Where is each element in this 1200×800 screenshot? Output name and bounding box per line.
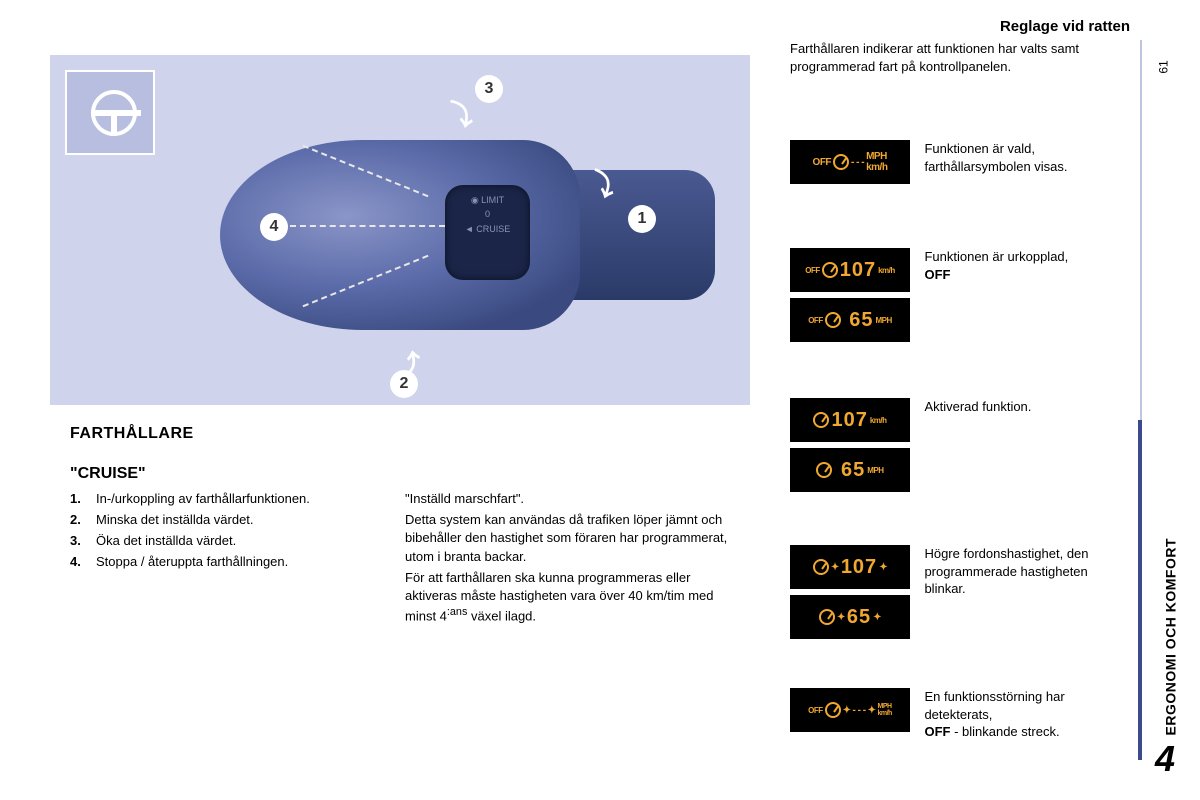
list-item: 1.In-/urkoppling av farthållarfunktionen… — [70, 490, 380, 509]
display-caption: Funktionen är urkopplad,OFF — [924, 248, 1124, 283]
right-intro-text: Farthållaren indikerar att funktionen ha… — [790, 40, 1110, 75]
display-caption: En funktionsstörning har detekterats,OFF… — [924, 688, 1124, 741]
dashed-line — [290, 225, 445, 227]
desc-p3: För att farthållaren ska kunna programme… — [405, 569, 745, 626]
marker-2: 2 — [390, 370, 418, 398]
gauge-icon — [819, 609, 835, 625]
section-header: Reglage vid ratten — [1000, 18, 1130, 35]
gauge-icon — [825, 702, 841, 718]
lcd-display: OFF 65MPH — [790, 298, 910, 342]
display-row: OFF✦- - -✦MPHkm/h En funktionsstörning h… — [790, 688, 1130, 741]
side-label: ERGONOMI OCH KOMFORT — [1162, 538, 1178, 735]
display-row: 107km/h 65MPH Aktiverad funktion. — [790, 398, 1130, 498]
side-rule-accent — [1138, 420, 1142, 760]
stalk-illustration: ◉ LIMIT 0 ◄ CRUISE ⤵ ⤴ ⤵ 1 2 3 4 — [50, 55, 750, 405]
steering-spoke-icon — [111, 110, 117, 136]
stalk-switch: ◉ LIMIT 0 ◄ CRUISE — [445, 185, 530, 280]
display-caption: Funktionen är vald, farthållarsymbolen v… — [924, 140, 1124, 175]
lcd-display: OFF 107km/h — [790, 248, 910, 292]
switch-limit-label: ◉ LIMIT — [445, 193, 530, 207]
steering-inset — [65, 70, 155, 155]
display-row: OFF 107km/h OFF 65MPH Funktionen är urko… — [790, 248, 1130, 348]
switch-cruise-label: ◄ CRUISE — [445, 222, 530, 236]
gauge-icon — [825, 312, 841, 328]
gauge-icon — [822, 262, 838, 278]
display-caption: Högre fordonshastighet, den programmerad… — [924, 545, 1124, 598]
marker-4: 4 — [260, 213, 288, 241]
lcd-display-fault: OFF✦- - -✦MPHkm/h — [790, 688, 910, 732]
display-row: ✦107✦ ✦65✦ Högre fordonshastighet, den p… — [790, 545, 1130, 645]
gauge-icon — [816, 462, 832, 478]
title-primary: FARTHÅLLARE — [70, 425, 194, 443]
marker-3: 3 — [475, 75, 503, 103]
page-number: 61 — [1156, 60, 1170, 73]
gauge-icon — [833, 154, 849, 170]
marker-1: 1 — [628, 205, 656, 233]
display-row: OFF- - - MPHkm/h Funktionen är vald, far… — [790, 140, 1130, 190]
switch-labels: ◉ LIMIT 0 ◄ CRUISE — [445, 185, 530, 236]
page-root: Reglage vid ratten 61 ERGONOMI OCH KOMFO… — [0, 0, 1200, 800]
description-column: "Inställd marschfart". Detta system kan … — [405, 490, 745, 629]
desc-p1: "Inställd marschfart". — [405, 490, 745, 508]
list-item: 4.Stoppa / återuppta farthållningen. — [70, 553, 380, 572]
control-list: 1.In-/urkoppling av farthållarfunktionen… — [70, 490, 380, 573]
lcd-display: OFF- - - MPHkm/h — [790, 140, 910, 184]
lcd-display-flashing: ✦107✦ — [790, 545, 910, 589]
list-item: 3.Öka det inställda värdet. — [70, 532, 380, 551]
list-item: 2.Minska det inställda värdet. — [70, 511, 380, 530]
chapter-number: 4 — [1155, 738, 1175, 780]
lcd-display: 107km/h — [790, 398, 910, 442]
display-caption: Aktiverad funktion. — [924, 398, 1124, 416]
gauge-icon — [813, 559, 829, 575]
desc-p2: Detta system kan användas då trafiken lö… — [405, 511, 745, 566]
lcd-display: 65MPH — [790, 448, 910, 492]
switch-zero-label: 0 — [445, 207, 530, 221]
gauge-icon — [813, 412, 829, 428]
lcd-display-flashing: ✦65✦ — [790, 595, 910, 639]
arrow-icon: ⤵ — [445, 93, 477, 134]
title-secondary: "CRUISE" — [70, 465, 146, 483]
